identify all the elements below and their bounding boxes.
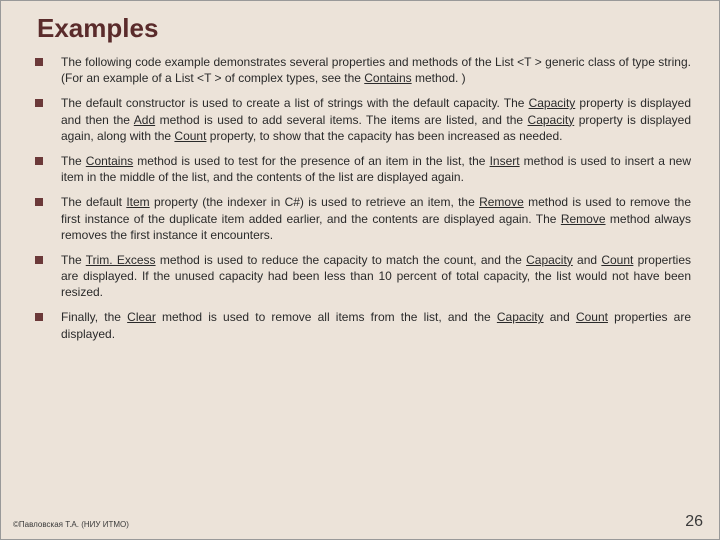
doc-link[interactable]: Contains [364, 71, 411, 85]
doc-link[interactable]: Capacity [529, 96, 576, 110]
doc-link[interactable]: Capacity [526, 253, 573, 267]
square-bullet-icon [35, 313, 43, 321]
content-area: The following code example demonstrates … [1, 50, 719, 342]
square-bullet-icon [35, 99, 43, 107]
bullet-text: The Trim. Excess method is used to reduc… [61, 252, 691, 301]
bullet-item: The following code example demonstrates … [53, 54, 691, 86]
bullet-item: The default constructor is used to creat… [53, 95, 691, 144]
square-bullet-icon [35, 157, 43, 165]
bullet-item: The Contains method is used to test for … [53, 153, 691, 185]
bullet-text: Finally, the Clear method is used to rem… [61, 309, 691, 341]
doc-link[interactable]: Count [576, 310, 608, 324]
square-bullet-icon [35, 256, 43, 264]
doc-link[interactable]: Remove [561, 212, 606, 226]
bullet-text: The default Item property (the indexer i… [61, 194, 691, 243]
doc-link[interactable]: Item [126, 195, 149, 209]
doc-link[interactable]: Insert [490, 154, 520, 168]
slide-number: 26 [685, 513, 703, 531]
doc-link[interactable]: Capacity [528, 113, 575, 127]
bullet-text: The following code example demonstrates … [61, 54, 691, 86]
doc-link[interactable]: Contains [86, 154, 133, 168]
doc-link[interactable]: Count [174, 129, 206, 143]
square-bullet-icon [35, 58, 43, 66]
doc-link[interactable]: Capacity [497, 310, 544, 324]
doc-link[interactable]: Trim. Excess [86, 253, 156, 267]
footer-copyright: ©Павловская Т.А. (НИУ ИТМО) [13, 520, 129, 529]
bullet-item: The Trim. Excess method is used to reduc… [53, 252, 691, 301]
doc-link[interactable]: Add [134, 113, 155, 127]
square-bullet-icon [35, 198, 43, 206]
slide-title: Examples [1, 1, 719, 50]
bullet-item: Finally, the Clear method is used to rem… [53, 309, 691, 341]
bullet-text: The default constructor is used to creat… [61, 95, 691, 144]
bullet-text: The Contains method is used to test for … [61, 153, 691, 185]
doc-link[interactable]: Remove [479, 195, 524, 209]
doc-link[interactable]: Count [601, 253, 633, 267]
bullet-item: The default Item property (the indexer i… [53, 194, 691, 243]
doc-link[interactable]: Clear [127, 310, 156, 324]
